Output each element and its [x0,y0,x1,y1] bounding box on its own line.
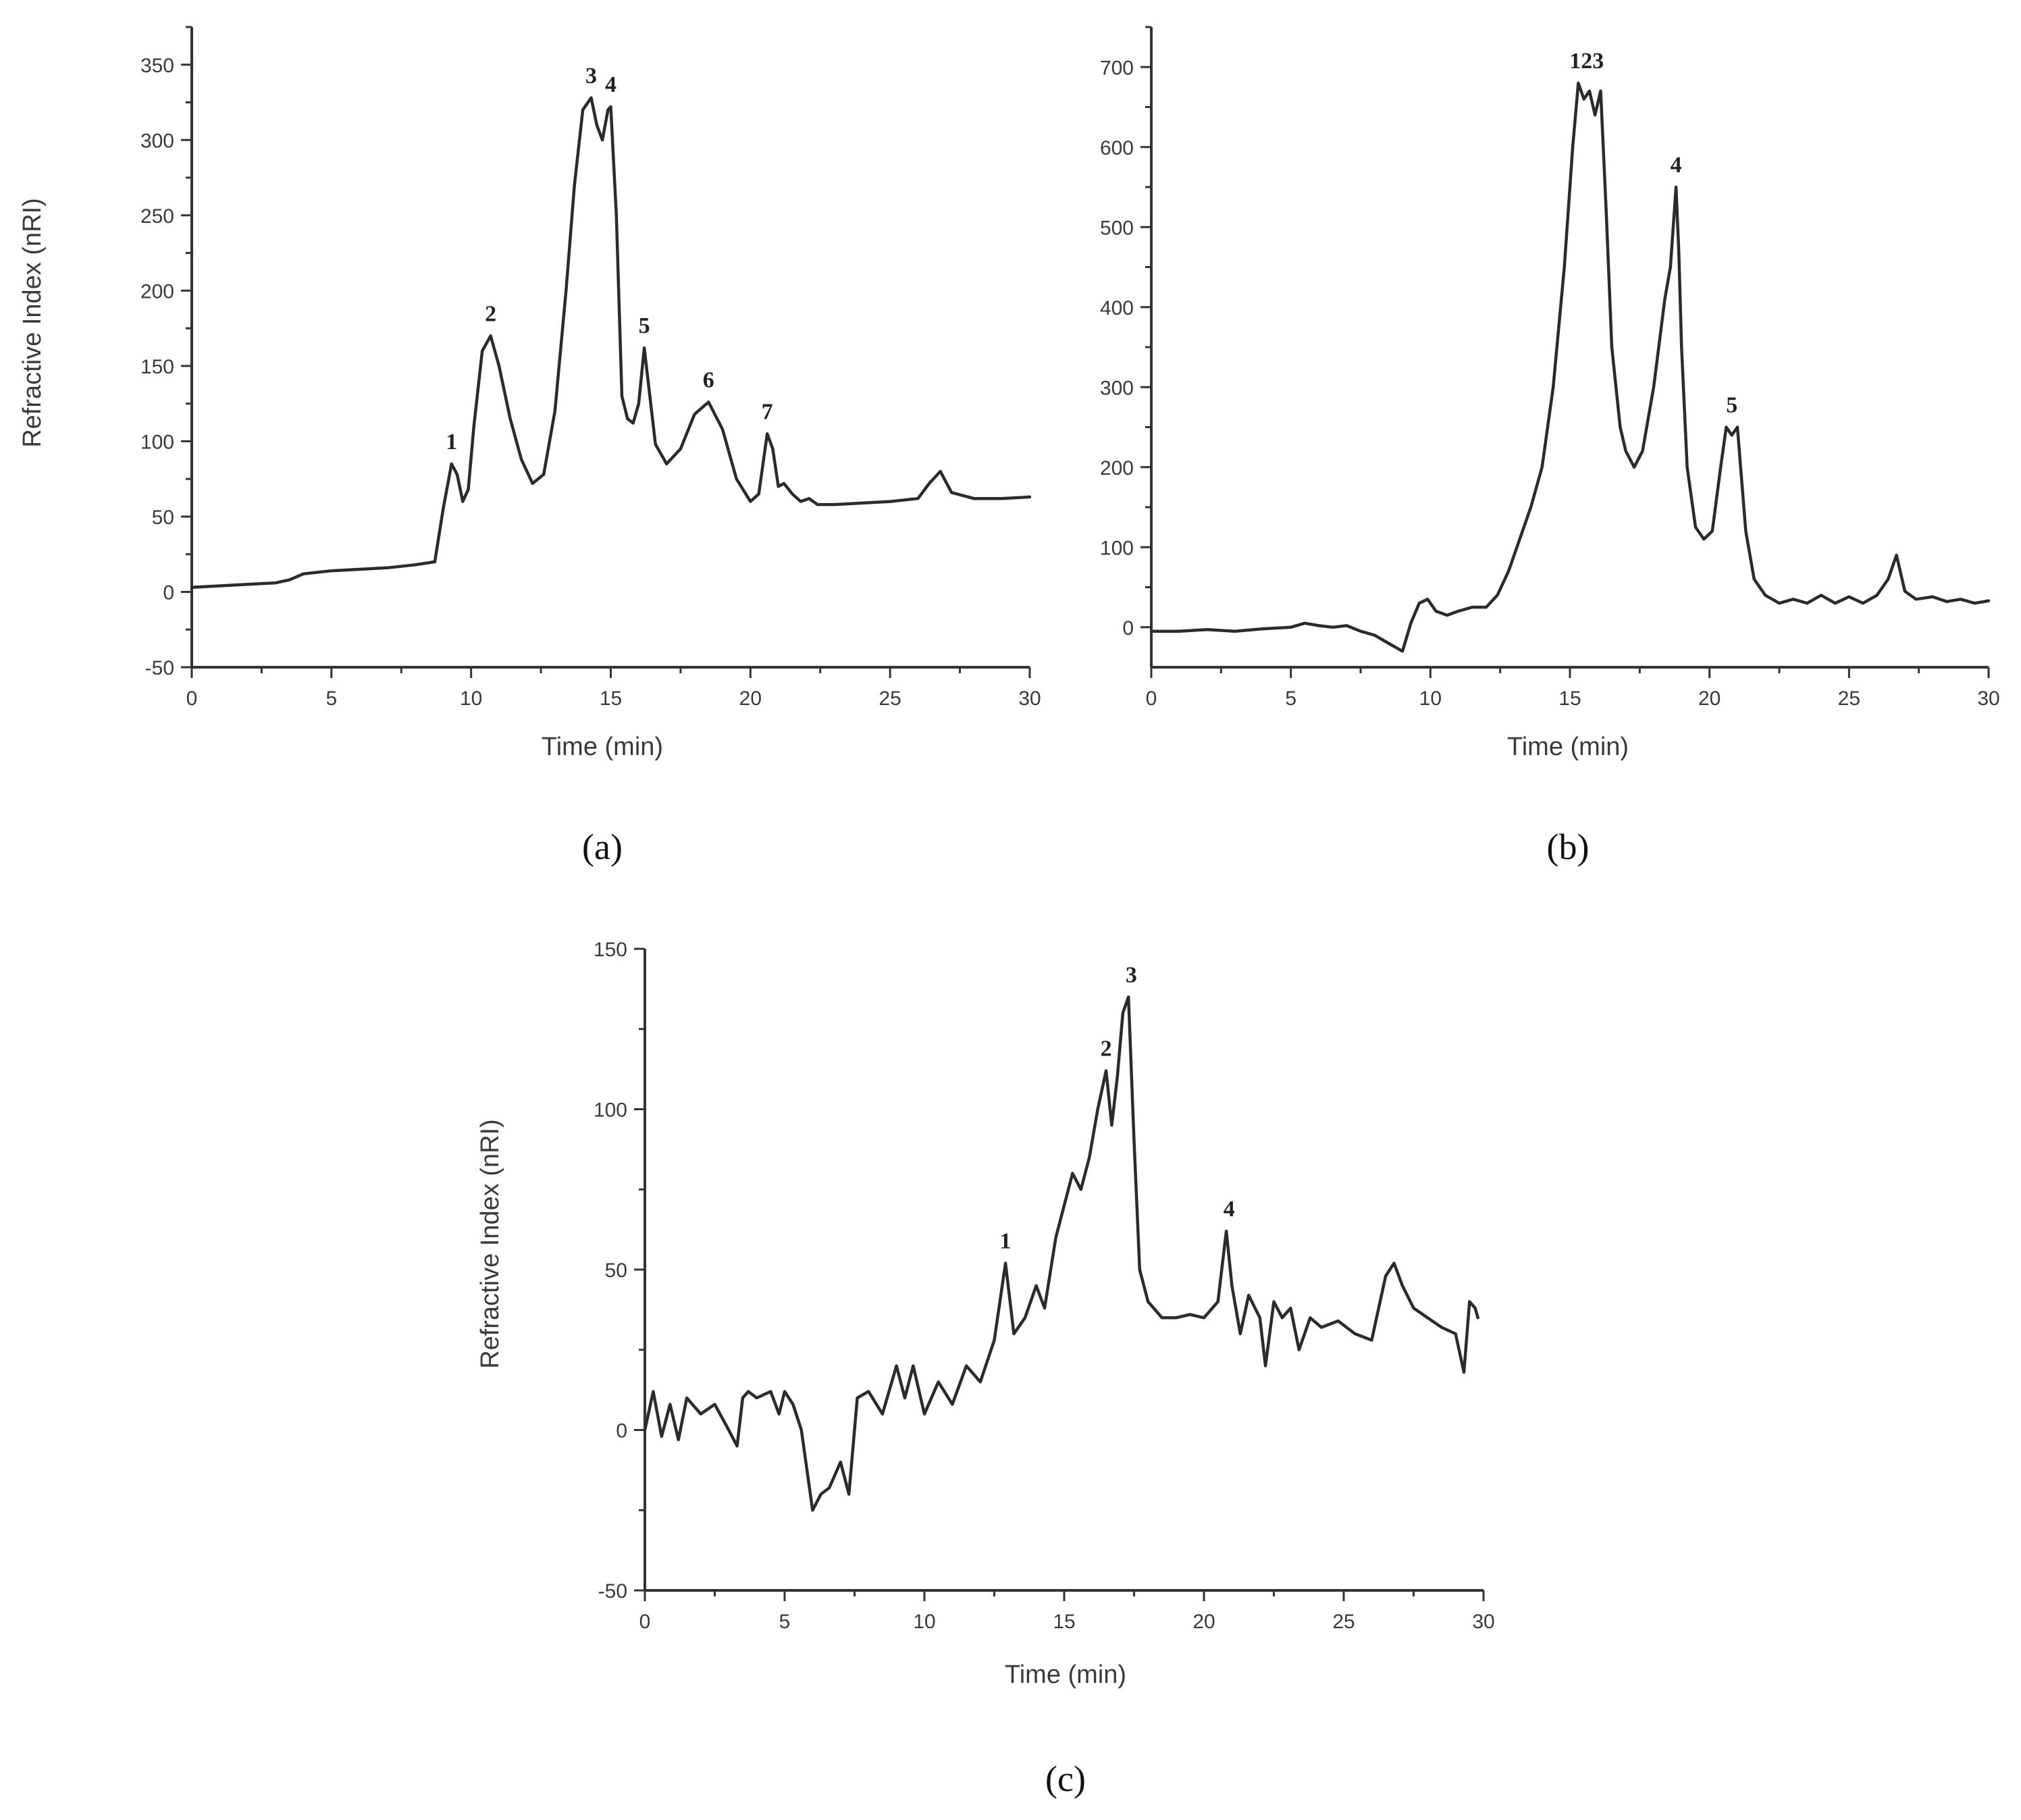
y-tick-label-c: 150 [594,939,627,961]
peak-label-a-4: 4 [605,72,616,97]
x-tick-label-a: 5 [325,687,337,710]
y-tick-label-a: 300 [140,130,174,152]
peak-label-b-4: 4 [1671,153,1682,178]
x-tick-label-b: 0 [1146,687,1157,710]
x-tick-label-c: 5 [779,1611,791,1633]
y-tick-label-b: 500 [1100,217,1134,239]
x-axis-title-a: Time (min) [542,733,663,761]
y-tick-label-a: 100 [140,431,174,453]
peak-label-b-5: 5 [1726,393,1737,418]
peak-label-c-2: 2 [1101,1037,1112,1062]
y-tick-label-c: -50 [598,1580,627,1603]
trace-line-a [190,96,1032,590]
y-tick-label-c: 50 [605,1259,627,1282]
peak-label-b-123: 123 [1569,49,1604,74]
x-tick-label-c: 0 [639,1611,651,1633]
x-tick-label-a: 20 [739,687,762,710]
chart-panel-b: Time (min) (b) 0 5 10 15 20 25 300100200300400… [1100,26,2000,867]
y-tick-label-a: 250 [140,205,174,228]
y-tick-label-b: 600 [1100,137,1134,159]
peak-label-a-1: 1 [446,430,457,454]
trace-line-b [1149,81,1991,653]
x-tick-label-a: 30 [1018,687,1041,710]
trace-line-c [643,995,1479,1512]
peak-label-c-3: 3 [1126,962,1137,987]
x-tick-label-c: 20 [1192,1611,1215,1633]
x-tick-label-a: 25 [878,687,901,710]
y-tick-label-b: 300 [1100,377,1134,399]
peak-label-a-2: 2 [485,301,496,326]
y-axis-title-c: Refractive Index (nRI) [476,1119,504,1369]
peak-label-a-3: 3 [585,63,597,88]
x-axis-title-c: Time (min) [1005,1661,1126,1689]
x-tick-label-a: 10 [460,687,482,710]
x-tick-label-c: 10 [913,1611,935,1633]
panel-caption-b: (b) [1547,827,1590,867]
chart-panel-a: Refractive Index (nRI) Time (min) (a) 0 5… [18,26,1041,867]
peak-label-a-7: 7 [762,399,773,424]
x-tick-label-b: 30 [1977,687,1999,710]
y-tick-label-a: 150 [140,356,174,378]
y-tick-label-c: 0 [616,1420,627,1442]
x-tick-label-b: 10 [1419,687,1442,710]
y-tick-label-a: 50 [152,506,174,529]
peak-label-a-6: 6 [703,367,714,392]
x-tick-label-c: 15 [1053,1611,1075,1633]
peak-label-c-4: 4 [1224,1197,1235,1222]
y-tick-label-b: 700 [1100,57,1134,79]
y-tick-label-a: 350 [140,55,174,77]
y-axis-title-a: Refractive Index (nRI) [18,198,47,448]
y-tick-label-a: 0 [163,581,174,604]
x-tick-label-c: 30 [1472,1611,1494,1633]
y-tick-label-b: 100 [1100,537,1134,559]
x-tick-label-b: 20 [1698,687,1721,710]
peak-label-c-1: 1 [1000,1229,1012,1254]
y-tick-label-b: 400 [1100,297,1134,319]
y-tick-label-a: 200 [140,280,174,303]
panel-caption-a: (a) [582,827,623,867]
y-tick-label-a: -50 [145,657,174,679]
x-tick-label-b: 15 [1558,687,1581,710]
x-tick-label-b: 25 [1838,687,1860,710]
x-tick-label-c: 25 [1332,1611,1355,1633]
panel-caption-c: (c) [1045,1759,1086,1799]
y-tick-label-b: 200 [1100,457,1134,479]
x-axis-title-b: Time (min) [1507,733,1629,761]
chart-panel-c: Refractive Index (nRI) Time (min) (c) 0 5… [476,939,1495,1799]
x-tick-label-a: 15 [600,687,622,710]
x-tick-label-b: 5 [1285,687,1296,710]
y-tick-label-b: 0 [1122,617,1134,640]
y-tick-label-c: 100 [594,1099,627,1122]
peak-label-a-5: 5 [639,313,650,338]
x-tick-label-a: 0 [186,687,198,710]
